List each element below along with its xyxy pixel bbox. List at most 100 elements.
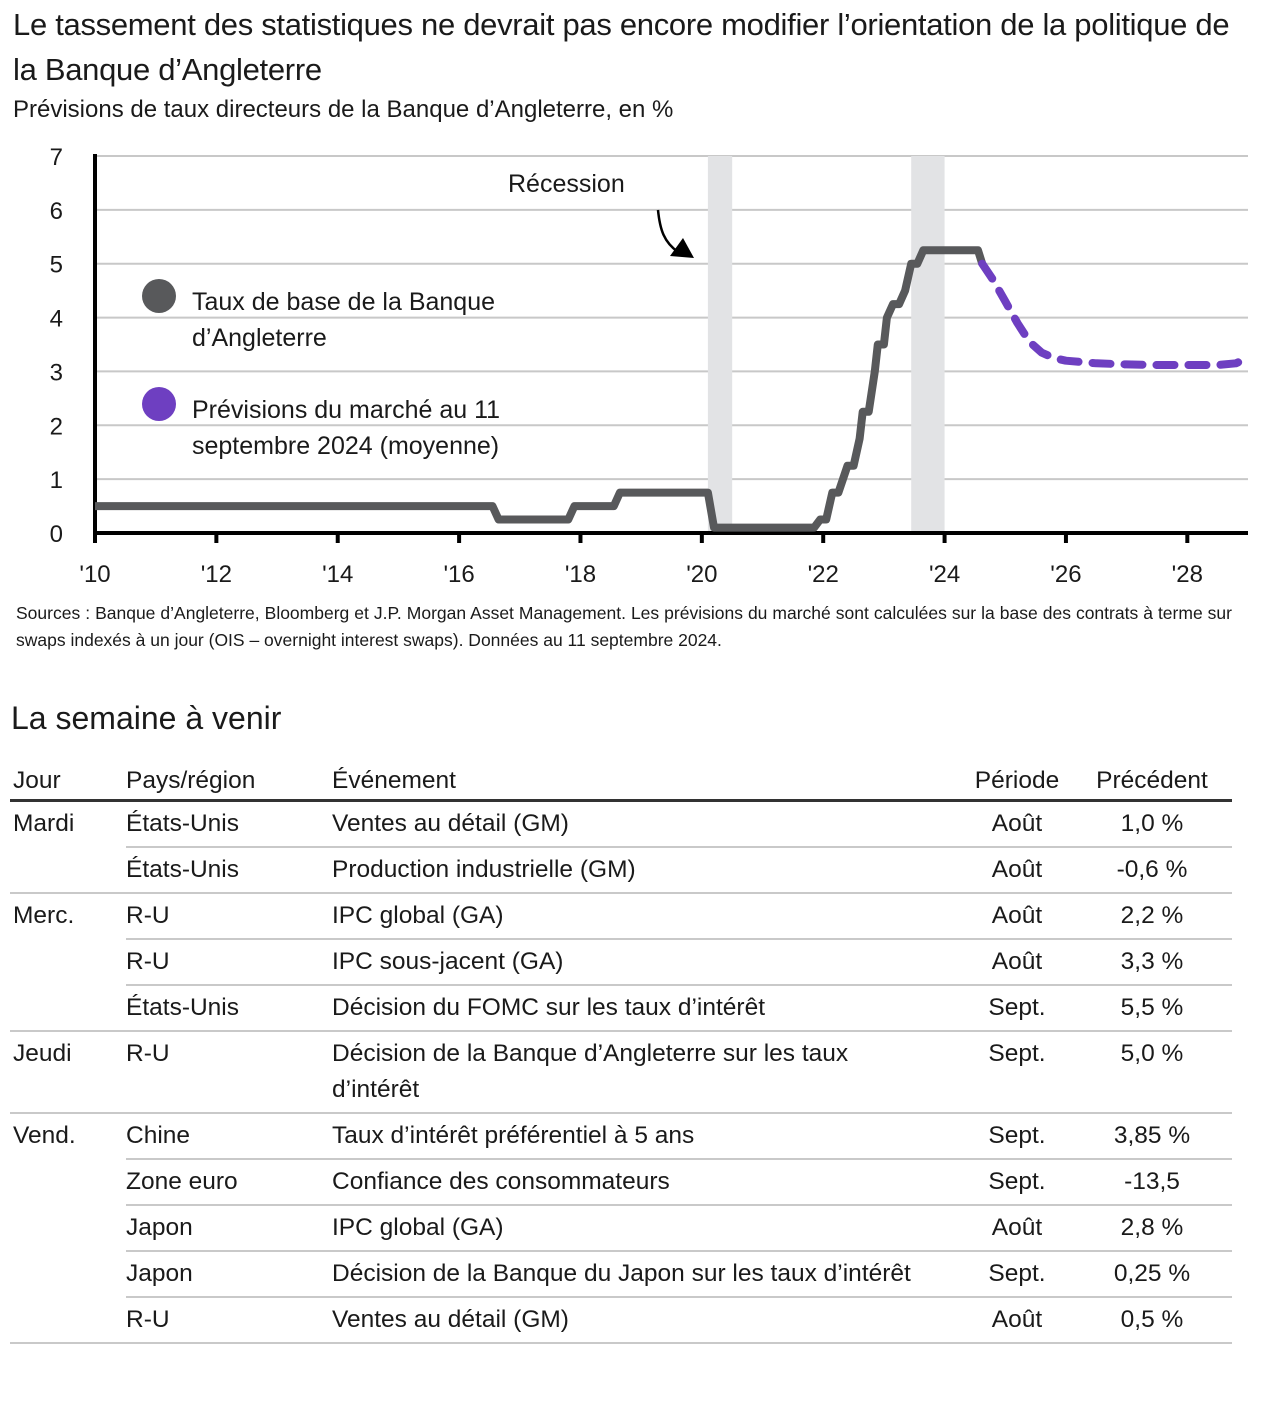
arrow-head-icon: [670, 238, 694, 258]
cell-day: [10, 1251, 126, 1297]
recession-band-1: [911, 156, 945, 533]
legend-label-base-rate-line2: d’Angleterre: [192, 324, 327, 352]
cell-previous: 3,3 %: [1072, 939, 1232, 986]
x-tick-label: '24: [929, 561, 960, 588]
y-tick-label: 1: [50, 467, 63, 494]
cell-previous: 0,5 %: [1072, 1297, 1232, 1344]
gridlines: 0 1 2 3 4 5 6 7: [50, 144, 1248, 548]
x-tick-label: '10: [79, 561, 110, 588]
column-header-country: Pays/région: [126, 757, 332, 802]
cell-period: Sept.: [962, 1159, 1072, 1206]
x-tick-label: '16: [443, 561, 474, 588]
cell-period: Sept.: [962, 1031, 1072, 1114]
sources-note: Sources : Banque d’Angleterre, Bloomberg…: [16, 603, 1232, 650]
recession-band-0: [707, 156, 733, 533]
cell-country: Japon: [126, 1205, 332, 1252]
cell-event: Confiance des consommateurs: [332, 1159, 962, 1206]
cell-event: Décision de la Banque du Japon sur les t…: [332, 1251, 962, 1298]
cell-country: Chine: [126, 1113, 332, 1160]
cell-previous: 1,0 %: [1072, 800, 1232, 848]
x-tick-label: '12: [201, 561, 232, 588]
cell-country: États-Unis: [126, 985, 332, 1032]
cell-event: IPC global (GA): [332, 893, 962, 940]
x-tick-label: '14: [322, 561, 353, 588]
y-tick-label: 3: [50, 359, 63, 386]
legend-label-forecast-line2: septembre 2024 (moyenne): [192, 432, 499, 460]
chart-title: Le tassement des statistiques ne devrait…: [13, 7, 1230, 87]
table-row: Vend. Chine Taux d’intérêt préférentiel à …: [10, 1113, 1232, 1160]
recession-arrow-icon: [656, 209, 679, 254]
table-row: États-Unis Décision du FOMC sur les taux …: [10, 985, 1232, 1032]
cell-period: Août: [962, 800, 1072, 848]
column-header-day: Jour: [10, 757, 126, 802]
series-line-market-forecast: [978, 259, 1252, 369]
table-row: Zone euro Confiance des consommateurs Sept…: [10, 1159, 1232, 1206]
legend-label-forecast-line1: Prévisions du marché au 11: [192, 396, 500, 424]
cell-day: Merc.: [13, 902, 75, 929]
cell-event: Ventes au détail (GM): [332, 1297, 962, 1344]
chart-subtitle: Prévisions de taux directeurs de la Banq…: [13, 96, 674, 123]
cell-day: Jeudi: [10, 1031, 126, 1114]
cell-event: IPC global (GA): [332, 1205, 962, 1252]
cell-day: [10, 847, 126, 894]
y-tick-label: 4: [50, 306, 63, 333]
series-lines: [95, 246, 1252, 532]
cell-period: Août: [962, 847, 1072, 894]
series-line-base-rate: [95, 246, 987, 532]
column-header-previous: Précédent: [1072, 757, 1232, 802]
table-row: Jeudi R-U Décision de la Banque d’Angleter…: [10, 1031, 1232, 1114]
table-row: États-Unis Production industrielle (GM) Ao…: [10, 847, 1232, 894]
cell-day: [10, 939, 126, 985]
cell-previous: 5,0 %: [1072, 1031, 1232, 1114]
cell-country: Japon: [126, 1251, 332, 1298]
cell-previous: 0,25 %: [1072, 1251, 1232, 1298]
cell-event: Décision du FOMC sur les taux d’intérêt: [332, 985, 962, 1032]
cell-day: [10, 1159, 126, 1205]
cell-day: [10, 985, 126, 1032]
legend-label-base-rate-line1: Taux de base de la Banque: [192, 288, 495, 316]
y-tick-label: 0: [50, 521, 63, 548]
column-header-event: Événement: [332, 757, 962, 802]
cell-event: Décision de la Banque d’Angleterre sur l…: [332, 1031, 962, 1114]
cell-period: Sept.: [962, 985, 1072, 1032]
cell-period: Août: [962, 939, 1072, 986]
legend: Taux de base de la Banque d’Angleterre P…: [142, 279, 500, 460]
table-row: Japon IPC global (GA) Août 2,8 %: [10, 1205, 1232, 1252]
cell-country: R-U: [126, 1297, 332, 1344]
cell-day: Vend.: [13, 1122, 76, 1149]
x-tick-label: '22: [808, 561, 839, 588]
cell-event: Production industrielle (GM): [332, 847, 962, 894]
week-ahead-title: La semaine à venir: [11, 700, 282, 736]
cell-previous: 5,5 %: [1072, 985, 1232, 1032]
cell-period: Août: [962, 893, 1072, 940]
events-table: Jour Pays/région Événement Période Précé…: [10, 757, 1232, 1344]
cell-country: Zone euro: [126, 1159, 332, 1206]
cell-previous: -13,5: [1072, 1159, 1232, 1206]
x-tick-label: '18: [565, 561, 596, 588]
y-tick-label: 7: [50, 144, 63, 171]
table-row: Mardi États-Unis Ventes au détail (GM) Août…: [10, 800, 1232, 848]
cell-event: Ventes au détail (GM): [332, 800, 962, 848]
y-tick-label: 6: [50, 198, 63, 225]
table-row: Japon Décision de la Banque du Japon sur …: [10, 1251, 1232, 1298]
cell-country: R-U: [126, 893, 332, 940]
cell-previous: 2,2 %: [1072, 893, 1232, 940]
annotation: Récession: [508, 170, 694, 258]
y-tick-label: 2: [50, 413, 63, 440]
recession-bands: [707, 156, 945, 533]
cell-previous: 2,8 %: [1072, 1205, 1232, 1252]
cell-previous: 3,85 %: [1072, 1113, 1232, 1160]
axes: '10 '12 '14 '16 '18 '20 '22 '24 '26 '28: [79, 154, 1248, 588]
cell-period: Sept.: [962, 1251, 1072, 1298]
x-tick-label: '26: [1050, 561, 1081, 588]
cell-period: Sept.: [962, 1113, 1072, 1160]
cell-previous: -0,6 %: [1072, 847, 1232, 894]
cell-country: États-Unis: [126, 800, 332, 848]
table-row: R-U Ventes au détail (GM) Août 0,5 %: [10, 1297, 1232, 1344]
x-tick-label: '20: [686, 561, 717, 588]
x-tick-label: '28: [1172, 561, 1203, 588]
recession-annotation-label: Récession: [508, 170, 625, 198]
table-row: Merc. R-U IPC global (GA) Août 2,2 %: [10, 893, 1232, 940]
cell-day: Mardi: [13, 810, 75, 837]
legend-swatch-forecast: [142, 387, 176, 421]
